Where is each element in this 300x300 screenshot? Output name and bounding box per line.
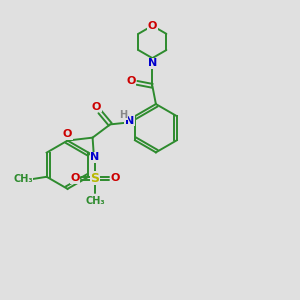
Text: O: O [148, 21, 157, 31]
Text: O: O [92, 102, 101, 112]
Text: N: N [90, 152, 100, 162]
Text: N: N [148, 58, 157, 68]
Text: N: N [125, 116, 134, 126]
Text: O: O [127, 76, 136, 86]
Text: O: O [63, 129, 72, 139]
Text: H: H [119, 110, 128, 120]
Text: CH₃: CH₃ [13, 174, 33, 184]
Text: CH₃: CH₃ [85, 196, 105, 206]
Text: S: S [90, 172, 99, 185]
Text: O: O [110, 173, 120, 183]
Text: O: O [70, 173, 80, 183]
